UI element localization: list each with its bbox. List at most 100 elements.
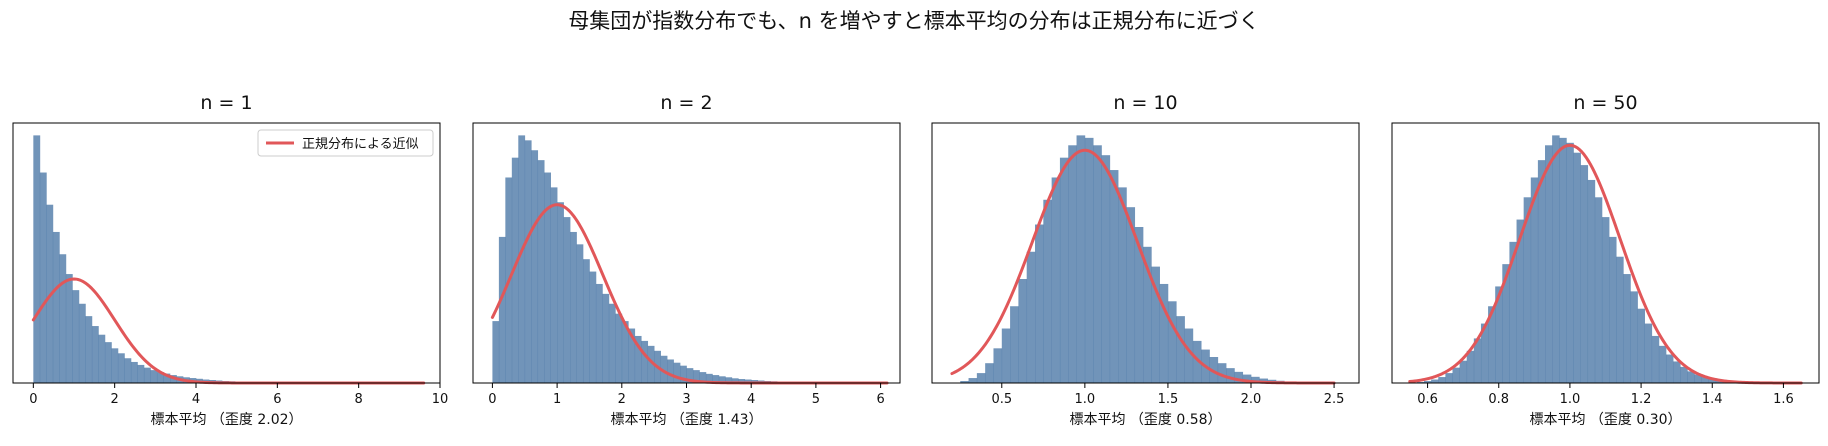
histogram-bar xyxy=(1473,338,1482,383)
histogram-bar xyxy=(1559,137,1567,383)
histogram-bar xyxy=(1644,323,1653,383)
panel-title: n = 50 xyxy=(1573,92,1637,114)
histogram-bar xyxy=(1530,177,1539,383)
histogram-bar xyxy=(557,202,564,383)
histogram-bar xyxy=(1480,323,1489,383)
histogram-bar xyxy=(1167,301,1177,383)
histogram-bar xyxy=(1438,377,1446,383)
x-tick-label: 0.5 xyxy=(991,392,1012,407)
histogram-bar xyxy=(1516,219,1525,383)
histogram-bar xyxy=(1192,340,1202,383)
histogram-bar xyxy=(130,361,138,383)
histogram-bar xyxy=(563,217,571,383)
histogram-bar xyxy=(1001,328,1011,383)
histogram-bar xyxy=(124,358,132,383)
histogram-bar xyxy=(1495,286,1503,383)
histogram-bar xyxy=(1587,179,1596,383)
x-tick-label: 1.2 xyxy=(1631,392,1652,407)
x-tick-label: 4 xyxy=(192,392,200,407)
histogram-bar xyxy=(744,379,752,383)
histogram-bar xyxy=(1630,291,1638,383)
histogram-bar xyxy=(65,274,73,383)
histogram-bar xyxy=(1488,306,1496,383)
histogram-bar xyxy=(628,328,636,383)
histogram-bar xyxy=(156,372,164,383)
panel-title: n = 2 xyxy=(660,92,712,114)
histogram-bar xyxy=(117,353,125,383)
histogram-bar xyxy=(59,254,67,383)
normal-curve xyxy=(1408,143,1803,385)
x-tick-label: 1.0 xyxy=(1075,392,1096,407)
histogram-bar xyxy=(33,135,41,383)
histogram-bar xyxy=(647,345,655,383)
histogram-bar xyxy=(1151,266,1160,383)
x-tick-label: 0 xyxy=(488,392,496,407)
histogram-bar xyxy=(1637,308,1645,383)
panel-n50: 0.6 0.8 1.0 1.2 1.4 1.6 n = 50 標本平均 （歪度 0.30） xyxy=(1391,92,1820,428)
histogram-bar xyxy=(1609,236,1617,383)
histogram-bar xyxy=(39,172,47,383)
histogram-bar xyxy=(518,135,526,383)
histogram-bar xyxy=(1159,283,1169,383)
histogram-bar xyxy=(85,316,93,383)
histogram-bar xyxy=(968,378,978,383)
histogram-bar xyxy=(1616,256,1624,383)
histogram-bar xyxy=(1242,374,1252,383)
axes-frame xyxy=(1391,122,1820,384)
histogram-bar xyxy=(602,293,610,383)
histogram-bar xyxy=(524,140,532,383)
histogram-bar xyxy=(1184,328,1194,383)
histogram-bar xyxy=(1251,376,1260,383)
histogram-bar xyxy=(143,367,151,383)
histogram-bar xyxy=(1084,137,1094,383)
histogram-bar xyxy=(1594,197,1603,383)
histogram-bar xyxy=(1552,135,1560,383)
histogram-bar xyxy=(1694,374,1702,383)
histogram-bar xyxy=(52,231,60,383)
histogram-bar xyxy=(1176,316,1185,383)
x-axis-label: 標本平均 （歪度 2.02） xyxy=(150,412,302,428)
histogram-bar xyxy=(1680,366,1688,383)
histogram-bar xyxy=(1126,207,1136,383)
histogram-bar xyxy=(1026,251,1036,383)
histogram-bar xyxy=(98,334,106,383)
histogram-bar xyxy=(960,381,969,383)
histogram-bar xyxy=(1466,350,1475,383)
x-axis-label: 標本平均 （歪度 1.43） xyxy=(610,412,762,428)
histogram-bar xyxy=(1687,371,1695,383)
histogram-bar xyxy=(1134,227,1144,383)
histogram-bar xyxy=(544,172,551,383)
panel-n10: 0.5 1.0 1.5 2.0 2.5 n = 10 標本平均 （歪度 0.58） xyxy=(931,92,1360,428)
histogram-bar xyxy=(537,160,545,383)
histogram-bar xyxy=(641,340,649,383)
x-axis-label: 標本平均 （歪度 0.58） xyxy=(1069,412,1221,428)
histogram-bar xyxy=(498,236,506,383)
histogram-bar xyxy=(1580,165,1589,383)
histogram-bar xyxy=(699,372,707,383)
histogram-bar xyxy=(615,313,623,383)
panel-title: n = 1 xyxy=(200,92,252,114)
histogram-bar xyxy=(582,259,590,383)
x-axis-label: 標本平均 （歪度 0.30） xyxy=(1529,412,1681,428)
histogram-bar xyxy=(1143,246,1152,383)
histogram-bar xyxy=(725,377,733,383)
legend-box xyxy=(257,129,434,157)
x-tick-label: 6 xyxy=(273,392,281,407)
histogram-bar xyxy=(1068,145,1077,383)
histogram-bar xyxy=(1509,241,1517,383)
histogram-bar xyxy=(1445,373,1453,383)
histogram-bar xyxy=(634,335,642,383)
histogram-bar xyxy=(1101,155,1111,383)
histogram-bar xyxy=(680,365,687,383)
histogram-bar xyxy=(1226,368,1235,383)
x-tick-label: 0.8 xyxy=(1488,392,1509,407)
histogram-bar xyxy=(1658,345,1667,383)
legend-label: 正規分布による近似 xyxy=(302,137,419,152)
histogram-bar xyxy=(78,303,86,383)
histogram-bar xyxy=(550,187,558,383)
histogram-bar xyxy=(589,271,597,383)
panel-n2: 0 1 2 3 4 5 6 n = 2 標本平均 （歪度 1.43） xyxy=(472,92,901,428)
histogram-bar xyxy=(137,364,145,383)
histogram-bar xyxy=(1424,381,1432,383)
